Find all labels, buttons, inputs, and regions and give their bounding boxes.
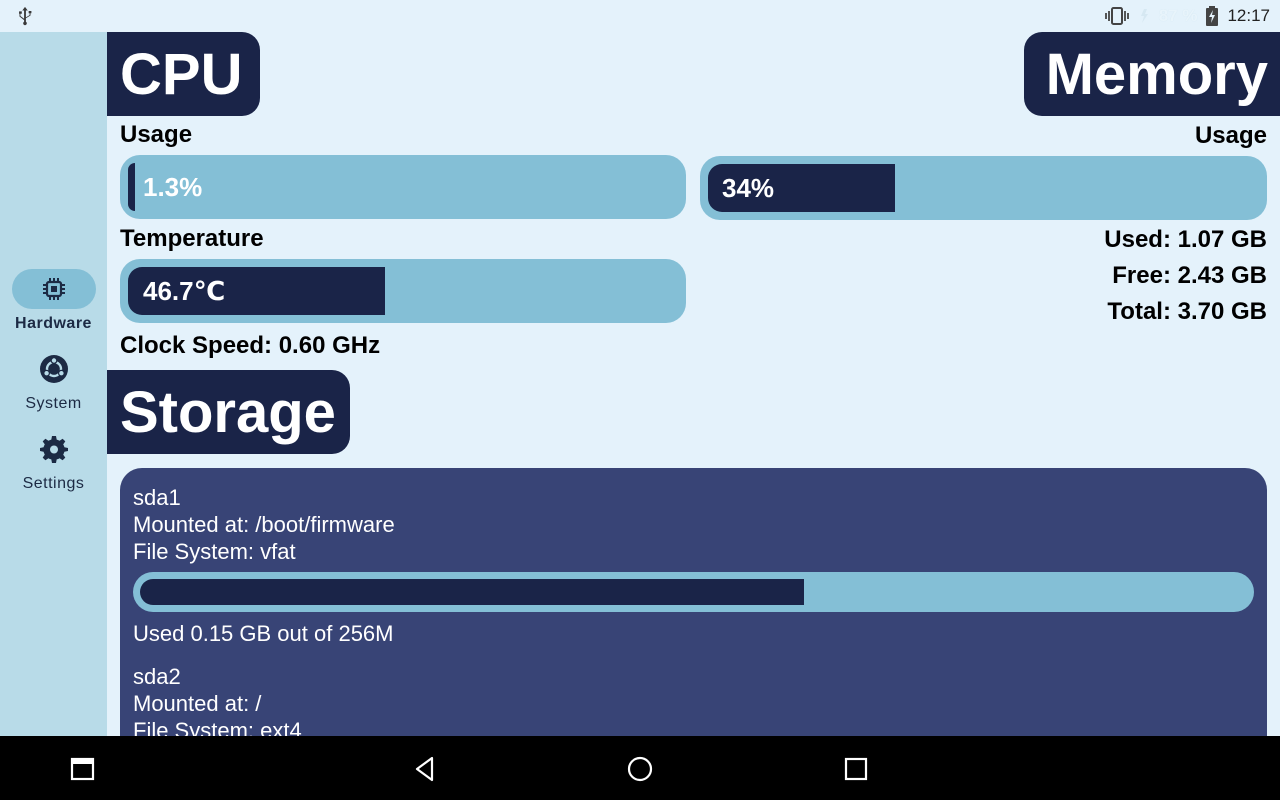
cpu-header: CPU [107, 32, 260, 116]
gear-icon [39, 436, 68, 463]
home-icon[interactable] [627, 756, 653, 782]
memory-usage-fill [708, 164, 895, 212]
system-pill[interactable] [12, 349, 96, 389]
cpu-temperature-bar: 46.7℃ [120, 259, 686, 323]
overview-icon[interactable] [843, 756, 869, 782]
cpu-temperature-value: 46.7℃ [143, 276, 226, 306]
sidebar-item-label: Hardware [15, 315, 92, 332]
recent-apps-icon[interactable] [70, 756, 96, 782]
disk-sda2: sda2 Mounted at: / File System: ext4 [133, 663, 302, 736]
sidebar-item-hardware[interactable]: Hardware [0, 269, 107, 333]
usb-icon [19, 6, 32, 26]
storage-header: Storage [107, 370, 350, 454]
sidebar-item-label: Settings [22, 475, 85, 492]
disk-name: sda2 [133, 664, 181, 689]
back-icon[interactable] [412, 756, 438, 782]
disk-name: sda1 [133, 485, 181, 510]
memory-total: Total: 3.70 GB [1107, 298, 1267, 325]
cpu-usage-value: 1.3% [143, 172, 203, 202]
memory-used: Used: 1.07 GB [1104, 226, 1267, 253]
settings-pill[interactable] [12, 429, 96, 469]
memory-usage-label: Usage [1194, 122, 1267, 149]
memory-free: Free: 2.43 GB [1112, 262, 1267, 289]
sidebar-item-system[interactable]: System [0, 349, 107, 413]
vibrate-icon [1104, 7, 1129, 25]
cpu-usage-label: Usage [120, 121, 193, 148]
signal-icon [1140, 9, 1148, 23]
disk-mount: Mounted at: /boot/firmware [133, 512, 395, 537]
memory-usage-bar: 34% [700, 156, 1267, 220]
storage-card: sda1 Mounted at: /boot/firmware File Sys… [120, 468, 1267, 736]
cpu-usage-fill [128, 163, 135, 211]
disk-usage-fill [140, 579, 804, 605]
battery-percent: 87 % [1158, 6, 1198, 25]
system-nav-bar [0, 736, 1280, 800]
disk-sda1: sda1 Mounted at: /boot/firmware File Sys… [133, 484, 395, 565]
memory-usage-value: 34% [722, 173, 775, 203]
cpu-temperature-fill [128, 267, 385, 315]
ubuntu-logo-icon [39, 355, 68, 383]
sidebar-item-label: System [25, 395, 82, 412]
disk-usage-text: Used 0.15 GB out of 256M [133, 621, 394, 646]
memory-header: Memory [1024, 32, 1280, 116]
disk-usage-bar [133, 572, 1254, 612]
cpu-clock-speed: Clock Speed: 0.60 GHz [120, 332, 381, 359]
disk-mount: Mounted at: / [133, 691, 262, 716]
chip-icon [42, 278, 65, 300]
sidebar: Hardware System Settings [0, 32, 107, 736]
cpu-temperature-label: Temperature [120, 225, 264, 252]
clock: 12:17 [1227, 6, 1270, 25]
battery-icon [1206, 6, 1219, 26]
hardware-pill[interactable] [11, 269, 96, 309]
disk-filesystem: File System: vfat [133, 539, 296, 564]
sidebar-item-settings[interactable]: Settings [0, 429, 107, 493]
cpu-usage-bar: 1.3% [120, 155, 686, 219]
status-bar: 87 % 12:17 [0, 0, 1280, 32]
disk-filesystem: File System: ext4 [133, 718, 302, 736]
